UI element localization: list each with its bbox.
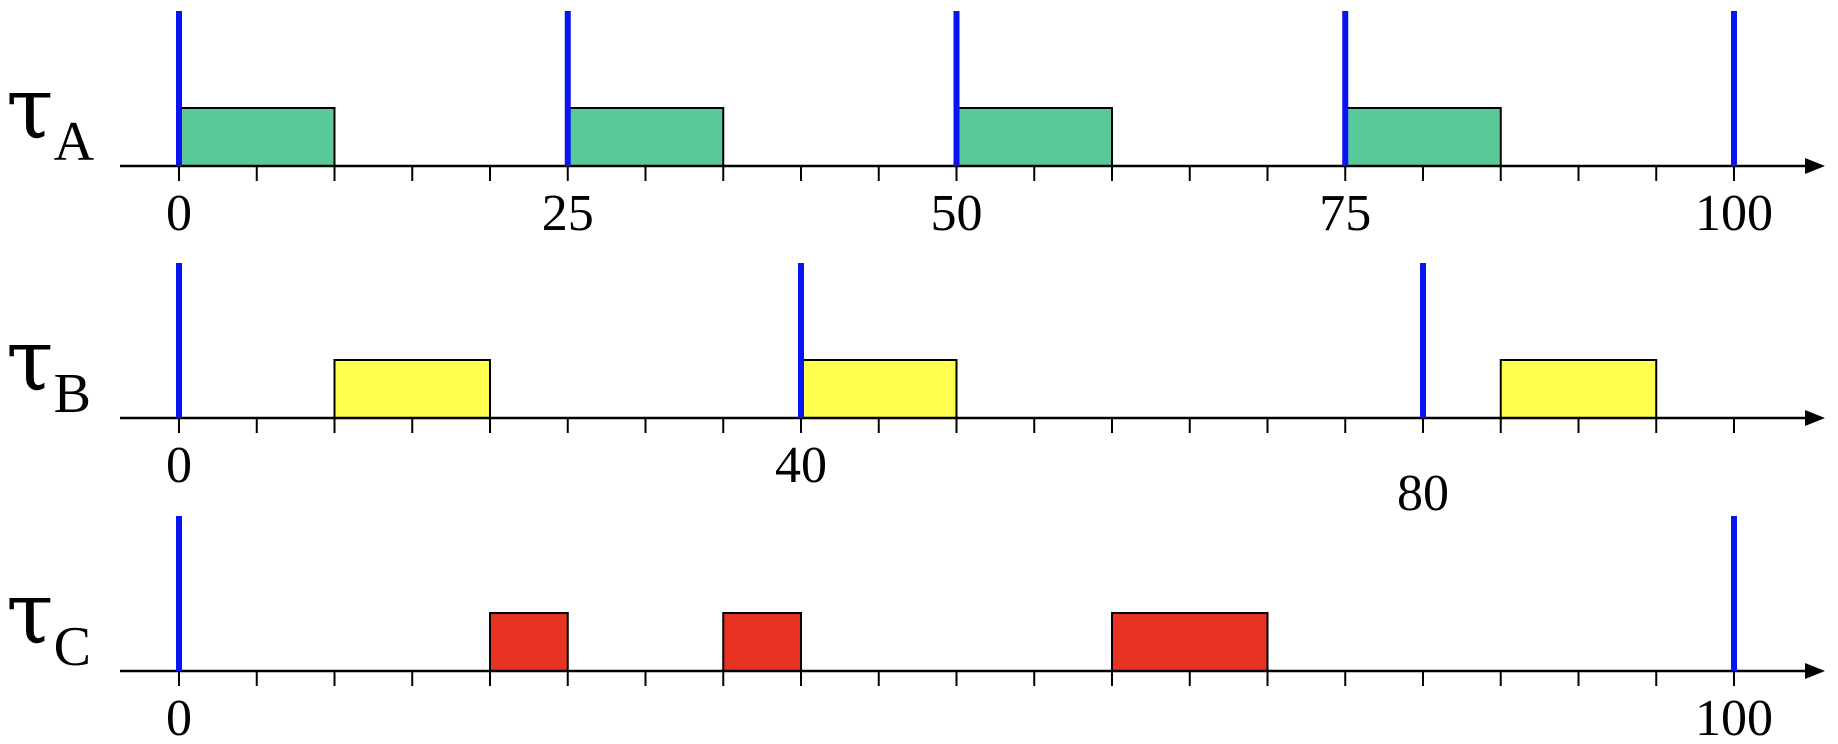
execution-block xyxy=(333,359,491,419)
task-subscript: B xyxy=(54,363,91,425)
tick-label: 0 xyxy=(166,437,192,494)
execution-block xyxy=(1499,359,1658,419)
axis-arrowhead xyxy=(1805,158,1825,174)
task-label: τC xyxy=(6,564,91,678)
execution-block xyxy=(178,107,336,167)
task-subscript: A xyxy=(54,111,95,173)
tick-label: 0 xyxy=(166,690,192,744)
execution-block xyxy=(1344,107,1502,167)
tick-label: 100 xyxy=(1695,690,1773,744)
execution-block xyxy=(1111,612,1269,672)
tick-label: 80 xyxy=(1397,465,1449,522)
execution-block xyxy=(800,359,958,419)
tick-label: 100 xyxy=(1695,185,1773,242)
task-row-b: τB 0 40 80 xyxy=(6,263,1825,522)
execution-block xyxy=(489,612,569,672)
task-subscript: C xyxy=(54,616,91,678)
axis-arrowhead xyxy=(1805,410,1825,426)
task-greek-symbol: τ xyxy=(6,564,54,664)
task-greek-symbol: τ xyxy=(6,311,54,411)
tick-label: 25 xyxy=(542,185,594,242)
execution-block xyxy=(955,107,1113,167)
task-row-a: τA 0 25 50 75 100 xyxy=(6,11,1825,242)
execution-block xyxy=(566,107,725,167)
tick-label: 75 xyxy=(1319,185,1371,242)
tick-label: 0 xyxy=(166,185,192,242)
task-label: τB xyxy=(6,311,91,425)
tick-label: 40 xyxy=(775,437,827,494)
axis-arrowhead xyxy=(1805,663,1825,679)
task-row-c: τC 0 100 xyxy=(6,516,1825,744)
tick-label: 50 xyxy=(931,185,983,242)
task-greek-symbol: τ xyxy=(6,59,54,159)
task-label: τA xyxy=(6,59,95,173)
execution-block xyxy=(722,612,802,672)
